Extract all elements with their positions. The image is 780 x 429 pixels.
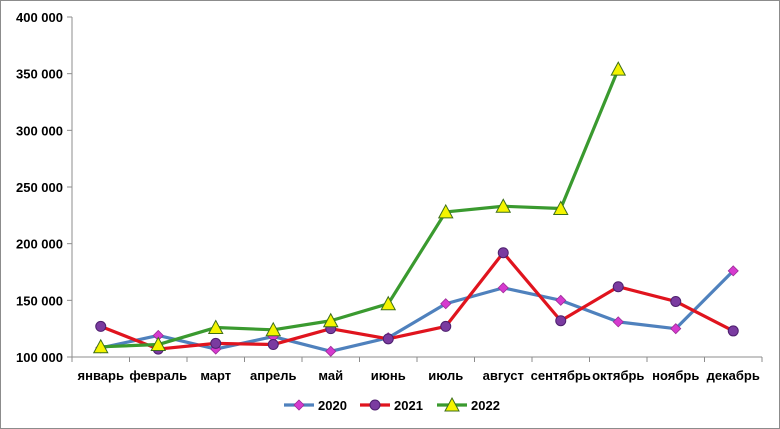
data-point-2022 (322, 312, 339, 328)
data-point-2021 (497, 247, 509, 259)
data-point-2021 (727, 325, 739, 337)
x-tick-label: февраль (129, 368, 187, 383)
data-point-2022 (207, 319, 224, 335)
data-point-2021 (267, 339, 279, 351)
series-2021 (95, 247, 739, 355)
x-tick-label: июнь (371, 368, 406, 383)
data-point-2022 (265, 321, 282, 337)
legend-label: 2021 (394, 398, 423, 413)
x-tick-label: март (200, 368, 231, 383)
y-tick-label: 250 000 (16, 180, 63, 195)
y-tick-label: 400 000 (16, 10, 63, 25)
x-tick-label: май (318, 368, 343, 383)
data-point-2020 (497, 282, 509, 294)
data-point-2022 (92, 338, 109, 354)
x-tick-label: декабрь (707, 368, 760, 383)
x-tick-label: сентябрь (531, 368, 591, 383)
data-point-2021 (612, 281, 624, 293)
legend-marker (369, 399, 381, 411)
data-point-2021 (95, 320, 107, 332)
series-line-2020 (100, 269, 735, 353)
data-point-2022 (150, 336, 167, 352)
series-line-2022 (100, 68, 620, 349)
legend: 2020 2021 2022 (284, 396, 500, 413)
data-point-2022 (380, 295, 397, 311)
y-tick-label: 350 000 (16, 67, 63, 82)
data-point-2020 (670, 323, 682, 335)
legend-label: 2022 (471, 398, 500, 413)
data-point-2020 (440, 298, 452, 310)
data-point-2020 (325, 345, 337, 357)
series-line-2021 (100, 251, 734, 351)
axes: 100 000 150 000 200 000 250 000 300 000 350 0… (16, 10, 763, 383)
x-tick-label: июль (428, 368, 463, 383)
y-tick-label: 100 000 (16, 350, 63, 365)
data-point-2021 (210, 337, 222, 349)
data-point-2022 (552, 200, 569, 216)
series-2020 (95, 265, 739, 357)
y-tick-label: 300 000 (16, 123, 63, 138)
series-layer (92, 61, 739, 357)
data-point-2020 (612, 316, 624, 328)
legend-marker (293, 399, 305, 411)
data-point-2020 (555, 294, 567, 306)
x-tick-label: август (483, 368, 524, 383)
x-tick-label: январь (78, 368, 124, 383)
data-point-2020 (727, 265, 739, 277)
x-tick-label: апрель (250, 368, 297, 383)
data-point-2021 (382, 333, 394, 345)
x-tick-label: октябрь (592, 368, 644, 383)
y-tick-label: 200 000 (16, 237, 63, 252)
data-point-2021 (555, 315, 567, 327)
data-point-2021 (440, 320, 452, 332)
x-tick-label: ноябрь (652, 368, 699, 383)
legend-label: 2020 (318, 398, 347, 413)
legend-item-2022: 2022 (437, 396, 500, 413)
data-point-2021 (670, 295, 682, 307)
data-point-2022 (437, 203, 454, 219)
data-point-2022 (495, 198, 512, 213)
series-2022 (92, 61, 627, 354)
data-point-2022 (610, 61, 627, 76)
y-tick-label: 150 000 (16, 293, 63, 308)
legend-item-2020: 2020 (284, 398, 347, 413)
legend-marker (444, 396, 460, 412)
legend-item-2021: 2021 (360, 398, 423, 413)
